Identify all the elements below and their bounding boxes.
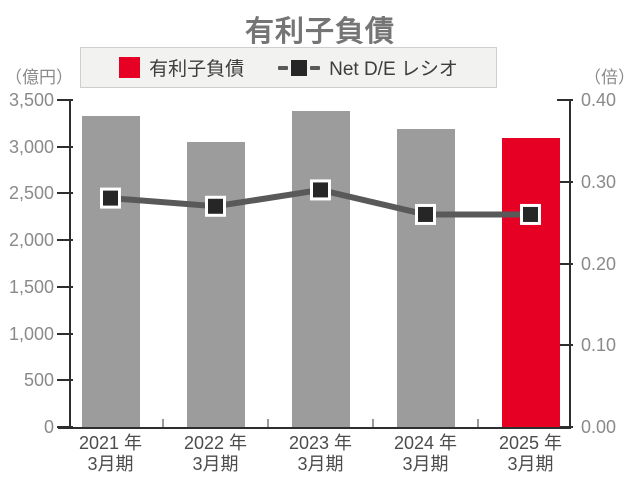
right-tick-label: 0.30 <box>581 171 617 192</box>
right-tick-mark <box>557 262 573 265</box>
left-tick-mark <box>57 332 73 335</box>
x-boundary-tick <box>162 419 164 427</box>
x-label-period: 3月期 <box>87 454 134 474</box>
x-axis-label-2025年3月期: 2025 年 3月期 <box>479 433 583 475</box>
right-axis-unit: （倍） <box>584 68 635 87</box>
x-label-period: 3月期 <box>507 454 554 474</box>
chart-title: 有利子負債 <box>244 16 395 48</box>
legend-square-icon <box>291 59 308 76</box>
legend-item-debt: 有利子負債 <box>119 54 244 81</box>
legend-bar-label: 有利子負債 <box>149 59 245 80</box>
legend-line-marker-icon <box>278 59 321 76</box>
left-tick-label: 2,500 <box>8 183 54 204</box>
legend-line-label: Net D/E レシオ <box>329 59 458 80</box>
x-axis-label-2023年3月期: 2023 年 3月期 <box>269 433 373 475</box>
left-tick-mark <box>57 285 73 288</box>
left-tick-mark <box>57 192 73 195</box>
right-tick-label: 0.20 <box>581 253 617 274</box>
right-tick-mark <box>557 99 573 101</box>
x-boundary-tick <box>267 419 269 427</box>
bar-2023年3月期 <box>291 111 350 427</box>
x-label-year: 2022 年 <box>183 433 248 453</box>
x-label-year: 2023 年 <box>288 433 353 453</box>
x-axis-line <box>58 427 571 429</box>
left-tick-label: 3,000 <box>8 136 54 157</box>
legend-bar-swatch-icon <box>119 57 141 78</box>
right-tick-mark <box>557 344 573 347</box>
x-label-period: 3月期 <box>297 454 344 474</box>
chart-legend: 有利子負債 Net D/E レシオ <box>80 47 497 88</box>
x-label-year: 2025 年 <box>498 433 563 453</box>
left-tick-label: 2,000 <box>8 230 54 251</box>
x-axis-label-2022年3月期: 2022 年 3月期 <box>164 433 268 475</box>
right-tick-label: 0.10 <box>581 335 617 356</box>
x-label-period: 3月期 <box>192 454 239 474</box>
bar-2025年3月期 <box>501 138 560 427</box>
x-axis-label-2021年3月期: 2021 年 3月期 <box>59 433 163 475</box>
x-boundary-tick <box>372 419 374 427</box>
x-boundary-tick <box>477 419 479 427</box>
left-tick-label: 3,500 <box>8 90 54 110</box>
left-tick-label: 500 <box>23 370 54 391</box>
left-tick-mark <box>57 239 73 242</box>
left-tick-label: 1,500 <box>8 276 54 297</box>
left-tick-mark <box>57 99 73 101</box>
right-tick-mark <box>557 180 573 183</box>
x-label-period: 3月期 <box>402 454 449 474</box>
bar-2022年3月期 <box>186 142 245 427</box>
bar-2021年3月期 <box>81 115 140 427</box>
left-tick-mark <box>57 145 73 148</box>
bar-2024年3月期 <box>396 128 455 427</box>
left-tick-mark <box>57 379 73 382</box>
x-label-year: 2024 年 <box>393 433 458 453</box>
x-axis-label-2024年3月期: 2024 年 3月期 <box>374 433 478 475</box>
left-tick-label: 1,000 <box>8 323 54 344</box>
legend-item-ratio: Net D/E レシオ <box>278 54 458 81</box>
left-tick-label: 0 <box>43 417 54 437</box>
legend-dash-icon <box>278 65 289 70</box>
left-axis-line <box>69 100 71 429</box>
right-tick-label: 0.40 <box>581 90 617 110</box>
right-axis-line <box>569 100 571 429</box>
legend-dash-icon <box>310 65 321 70</box>
x-label-year: 2021 年 <box>78 433 143 453</box>
right-tick-label: 0.00 <box>581 417 617 437</box>
left-axis-unit: （億円） <box>5 68 73 87</box>
